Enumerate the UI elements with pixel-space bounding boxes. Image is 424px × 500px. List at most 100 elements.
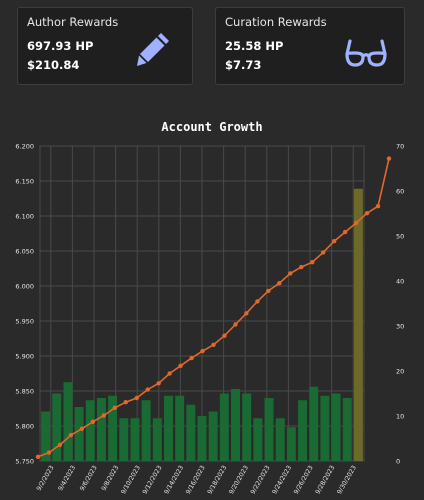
bar bbox=[175, 395, 185, 461]
x-tick-label: 9/26/2023 bbox=[293, 464, 315, 495]
x-tick-label: 9/24/2023 bbox=[271, 464, 293, 495]
curation-rewards-card: Curation Rewards 25.58 HP $7.73 bbox=[215, 7, 405, 85]
left-tick-label: 5.800 bbox=[15, 423, 34, 431]
author-rewards-card: Author Rewards 697.93 HP $210.84 bbox=[17, 7, 193, 85]
bar bbox=[119, 418, 129, 461]
right-tick-label: 30 bbox=[396, 323, 404, 331]
curation-rewards-usd: $7.73 bbox=[225, 58, 262, 72]
curation-rewards-hp: 25.58 HP bbox=[225, 39, 284, 53]
line-point bbox=[386, 156, 392, 161]
line-point bbox=[68, 432, 74, 438]
line-point bbox=[46, 450, 52, 455]
left-tick-label: 5.900 bbox=[15, 353, 34, 361]
bar bbox=[197, 416, 207, 461]
bar bbox=[242, 393, 252, 461]
bar bbox=[264, 398, 274, 461]
left-tick-label: 6.050 bbox=[15, 248, 34, 256]
bar bbox=[152, 418, 162, 461]
left-tick-label: 5.750 bbox=[15, 458, 34, 466]
line-point bbox=[189, 355, 194, 361]
x-tick-label: 9/4/2023 bbox=[57, 464, 77, 492]
author-rewards-usd: $210.84 bbox=[27, 58, 80, 72]
bar bbox=[208, 411, 218, 461]
x-tick-label: 9/28/2023 bbox=[314, 464, 336, 495]
x-tick-label: 9/8/2023 bbox=[100, 464, 120, 492]
right-tick-label: 40 bbox=[396, 278, 404, 286]
line-point bbox=[167, 371, 172, 376]
line-point bbox=[134, 395, 139, 401]
chart-line bbox=[35, 156, 392, 459]
bar bbox=[275, 418, 285, 461]
left-tick-label: 6.000 bbox=[15, 283, 34, 291]
line-point bbox=[255, 299, 260, 304]
bar bbox=[108, 395, 118, 461]
author-rewards-hp: 697.93 HP bbox=[27, 39, 94, 53]
bar bbox=[320, 395, 330, 461]
author-rewards-title: Author Rewards bbox=[27, 15, 119, 29]
curation-rewards-title: Curation Rewards bbox=[225, 15, 327, 29]
pencil-icon bbox=[137, 33, 169, 66]
bar bbox=[309, 386, 319, 461]
chart-bars bbox=[41, 188, 363, 461]
x-tick-label: 9/22/2023 bbox=[250, 464, 272, 495]
bar bbox=[231, 389, 240, 461]
left-tick-label: 5.950 bbox=[15, 318, 34, 326]
bar bbox=[130, 418, 140, 461]
right-tick-label: 50 bbox=[396, 233, 404, 241]
line-point bbox=[145, 387, 150, 392]
line-point bbox=[57, 442, 63, 448]
x-axis-ticks: 9/2/2023 9/4/2023 9/6/2023 9/8/2023 9/10/202… bbox=[36, 464, 358, 495]
line-point bbox=[101, 413, 107, 418]
x-tick-label: 9/30/2023 bbox=[336, 464, 358, 495]
bar bbox=[353, 188, 363, 461]
line-point bbox=[353, 220, 359, 226]
right-tick-label: 20 bbox=[396, 368, 404, 376]
bar bbox=[253, 418, 263, 461]
line-point bbox=[79, 426, 85, 431]
bar bbox=[63, 382, 73, 461]
line-point bbox=[288, 271, 293, 276]
line-point bbox=[200, 348, 205, 354]
left-tick-label: 6.100 bbox=[15, 213, 34, 221]
line-point bbox=[375, 204, 381, 209]
line-point bbox=[266, 288, 271, 294]
line-point bbox=[211, 342, 216, 347]
bar bbox=[52, 393, 62, 461]
left-tick-label: 6.200 bbox=[15, 143, 34, 151]
bar bbox=[331, 393, 341, 461]
bar bbox=[85, 400, 95, 461]
left-tick-label: 5.850 bbox=[15, 388, 34, 396]
line-point bbox=[35, 454, 41, 459]
line-point bbox=[123, 400, 128, 405]
line-point bbox=[364, 211, 370, 216]
x-tick-label: 9/10/2023 bbox=[120, 464, 142, 495]
line-point bbox=[156, 381, 161, 386]
line-point bbox=[233, 322, 238, 327]
right-tick-label: 0 bbox=[396, 458, 400, 466]
right-tick-label: 70 bbox=[396, 143, 404, 151]
bar bbox=[219, 393, 229, 461]
glasses-icon bbox=[345, 39, 387, 67]
bar bbox=[96, 398, 106, 461]
line-point bbox=[299, 264, 304, 270]
bar bbox=[286, 427, 296, 461]
bar bbox=[41, 411, 51, 461]
line-point bbox=[178, 363, 183, 368]
x-tick-label: 9/12/2023 bbox=[142, 464, 164, 495]
x-tick-label: 9/14/2023 bbox=[163, 464, 185, 495]
line-point bbox=[277, 281, 282, 286]
line-point bbox=[310, 260, 315, 265]
bar bbox=[74, 407, 84, 461]
bar bbox=[298, 400, 308, 461]
line-point bbox=[331, 239, 337, 244]
bar bbox=[342, 398, 352, 461]
right-axis-ticks: 0 10 20 30 40 50 60 70 bbox=[396, 143, 404, 466]
line-point bbox=[320, 250, 326, 255]
bar bbox=[186, 404, 196, 461]
right-tick-label: 60 bbox=[396, 188, 404, 196]
line-point bbox=[112, 405, 117, 410]
x-tick-label: 9/20/2023 bbox=[228, 464, 250, 495]
x-tick-label: 9/2/2023 bbox=[36, 464, 56, 492]
right-tick-label: 10 bbox=[396, 413, 404, 421]
